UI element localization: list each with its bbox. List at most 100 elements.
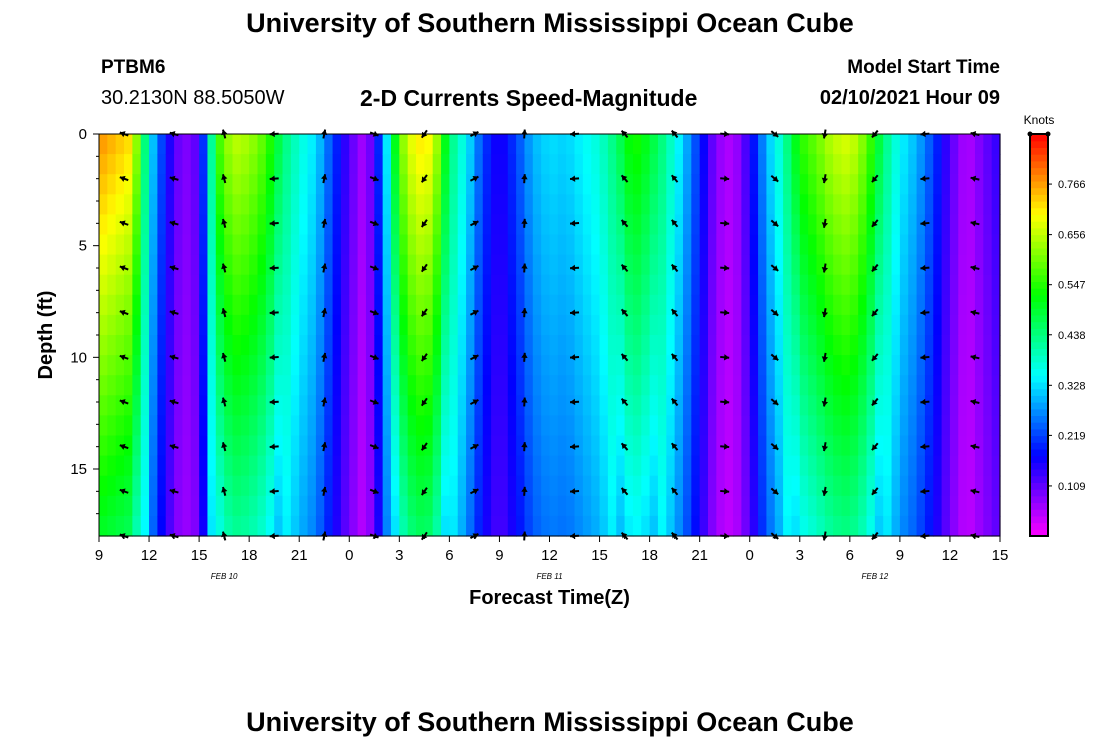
current-arrow	[221, 174, 228, 184]
heatmap-cell	[324, 495, 334, 517]
heatmap-cell	[883, 154, 893, 175]
arrow-head	[871, 444, 878, 451]
heatmap-cell	[874, 375, 884, 396]
heatmap-cell	[916, 314, 926, 336]
arrow-head	[521, 263, 528, 269]
heatmap-cell	[958, 154, 968, 175]
heatmap-cell	[290, 314, 300, 336]
heatmap-cell	[766, 314, 776, 336]
heatmap-cell	[541, 355, 551, 376]
heatmap-cell	[491, 154, 501, 175]
heatmap-cell	[766, 415, 776, 437]
heatmap-cell	[766, 375, 776, 396]
heatmap-cell	[541, 134, 551, 155]
heatmap-cell	[416, 475, 425, 497]
heatmap-cell	[582, 335, 592, 356]
heatmap-cell	[232, 214, 242, 236]
heatmap-cell	[215, 214, 225, 236]
heatmap-cell	[916, 395, 926, 416]
heatmap-cell	[532, 214, 542, 236]
heatmap-cell	[599, 174, 609, 195]
heatmap-cell	[432, 335, 442, 356]
arrow-head	[119, 175, 126, 182]
heatmap-cell	[741, 294, 751, 316]
heatmap-cell	[149, 194, 158, 215]
heatmap-cell	[749, 355, 759, 376]
heatmap-cell	[532, 375, 542, 396]
heatmap-cell	[674, 294, 684, 316]
heatmap-cell	[599, 455, 609, 477]
heatmap-cell	[824, 455, 834, 477]
heatmap-cell	[924, 194, 934, 215]
colorbar-segment	[1030, 268, 1048, 276]
heatmap-cell	[866, 274, 876, 296]
heatmap-cell	[916, 375, 926, 396]
heatmap-cell	[357, 194, 367, 215]
arrow-head	[871, 176, 878, 183]
current-arrow	[221, 486, 228, 496]
heatmap-cell	[741, 254, 751, 276]
heatmap-cell	[190, 134, 200, 155]
arrow-head	[221, 308, 228, 314]
heatmap-cell	[265, 254, 275, 276]
heatmap-cell	[624, 194, 634, 215]
colorbar-segment	[1030, 221, 1048, 229]
heatmap-cell	[974, 274, 984, 296]
heatmap-cell	[249, 515, 259, 537]
colorbar-segment	[1030, 214, 1048, 222]
heatmap-cell	[382, 495, 392, 517]
heatmap-cell	[324, 294, 334, 316]
heatmap-cell	[716, 234, 726, 256]
colorbar-segment	[1030, 355, 1048, 363]
heatmap-cell	[349, 355, 359, 376]
heatmap-cell	[841, 335, 851, 356]
heatmap-cell	[791, 515, 801, 537]
heatmap-cell	[833, 435, 843, 457]
heatmap-cell	[699, 294, 709, 316]
heatmap-cell	[799, 475, 809, 497]
current-arrow	[469, 175, 479, 182]
heatmap-cell	[682, 254, 692, 276]
heatmap-cell	[783, 335, 793, 356]
heatmap-cell	[983, 134, 993, 155]
heatmap-cell	[774, 375, 784, 396]
heatmap-cell	[749, 154, 759, 175]
heatmap-cell	[224, 314, 234, 336]
heatmap-cell	[474, 355, 484, 376]
heatmap-cell	[624, 355, 634, 376]
heatmap-cell	[115, 194, 125, 215]
heatmap-cell	[182, 415, 192, 437]
current-arrow	[920, 264, 930, 272]
current-arrow	[620, 308, 629, 317]
heatmap-cell	[924, 274, 934, 296]
heatmap-cell	[766, 234, 776, 256]
heatmap-cell	[949, 194, 959, 215]
heatmap-cell	[174, 395, 184, 416]
heatmap-cell	[315, 515, 325, 537]
heatmap-cell	[691, 254, 701, 276]
heatmap-cell	[991, 355, 1001, 376]
heatmap-cell	[357, 455, 367, 477]
heatmap-cell	[766, 355, 776, 376]
heatmap-cell	[991, 174, 1001, 195]
heatmap-cell	[124, 254, 133, 276]
heatmap-cell	[766, 335, 776, 356]
heatmap-cell	[115, 475, 125, 497]
heatmap-cell	[933, 314, 943, 336]
heatmap-cell	[833, 234, 843, 256]
heatmap-cell	[557, 174, 567, 195]
heatmap-cell	[374, 435, 384, 457]
heatmap-cell	[449, 154, 459, 175]
heatmap-cell	[774, 515, 784, 537]
heatmap-cell	[833, 355, 843, 376]
heatmap-cell	[949, 234, 959, 256]
heatmap-cell	[849, 254, 859, 276]
heatmap-cell	[591, 294, 601, 316]
heatmap-cell	[232, 435, 242, 457]
heatmap-cell	[249, 395, 259, 416]
heatmap-cell	[883, 134, 893, 155]
current-arrow	[469, 265, 479, 272]
heatmap-cell	[549, 455, 559, 477]
colorbar-segment	[1030, 428, 1048, 437]
heatmap-cell	[949, 174, 959, 195]
